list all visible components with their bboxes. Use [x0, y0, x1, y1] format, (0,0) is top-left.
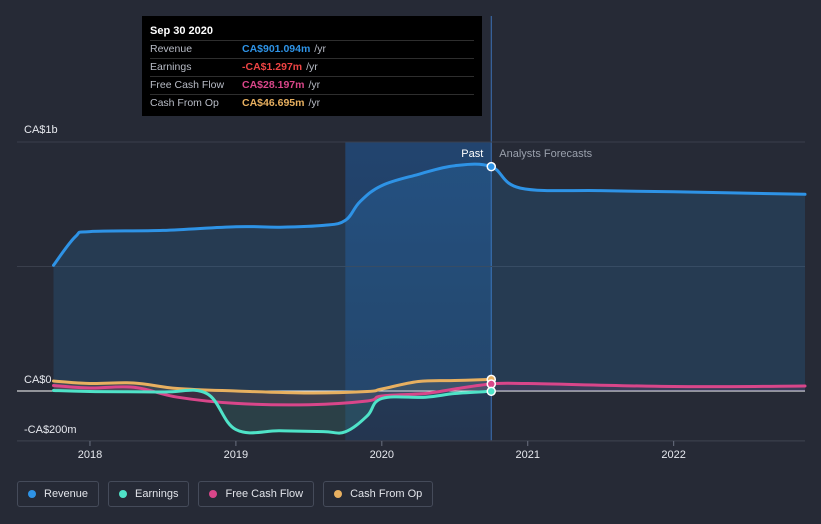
tooltip-label: Earnings [150, 61, 192, 73]
legend-item-free-cash-flow[interactable]: Free Cash Flow [198, 481, 315, 507]
y-tick-label: CA$0 [24, 374, 52, 386]
legend-dot-icon [28, 490, 36, 498]
tooltip: Sep 30 2020 Revenue CA$901.094m /yr Earn… [142, 16, 482, 116]
tooltip-value: CA$28.197m [242, 79, 305, 91]
tooltip-value: -CA$1.297m [242, 61, 303, 73]
y-tick-label: CA$1b [24, 124, 58, 136]
forecast-label: Analysts Forecasts [499, 148, 592, 160]
revenue-line [52, 162, 807, 267]
past-label: Past [461, 148, 483, 160]
legend-dot-icon [209, 490, 218, 498]
legend-label: Earnings [135, 488, 179, 500]
earnings-area [53, 390, 492, 434]
legend-label: Cash From Op [350, 488, 423, 500]
legend-label: Free Cash Flow [225, 488, 304, 500]
y-tick-label: -CA$200m [24, 424, 77, 436]
tooltip-row-cash-from-op: Cash From Op CA$46.695m /yr [150, 94, 474, 112]
tooltip-row-revenue: Revenue CA$901.094m /yr [150, 40, 474, 58]
legend-dot-icon [334, 490, 343, 498]
earnings-marker [486, 386, 497, 397]
legend-item-revenue[interactable]: Revenue [17, 481, 100, 507]
legend-item-earnings[interactable]: Earnings [108, 481, 190, 507]
tooltip-unit: /yr [308, 97, 321, 109]
revenue-marker [486, 161, 497, 172]
tooltip-unit: /yr [314, 43, 326, 55]
revenue-area [53, 164, 805, 391]
tooltip-row-free-cash-flow: Free Cash Flow CA$28.197m /yr [150, 76, 474, 94]
legend-dot-icon [119, 490, 128, 498]
x-tick-label: 2018 [78, 449, 102, 461]
tooltip-label: Revenue [150, 43, 193, 55]
tooltip-label: Cash From Op [150, 97, 219, 109]
x-tick-label: 2022 [661, 449, 685, 461]
free-cash-flow-line [52, 381, 807, 407]
cash-from-op-line [52, 377, 493, 395]
earnings-line [52, 388, 493, 435]
tooltip-value: CA$46.695m [242, 97, 305, 109]
legend-label: Revenue [44, 488, 89, 500]
x-tick-label: 2019 [224, 449, 248, 461]
tooltip-value: CA$901.094m [242, 43, 311, 55]
tooltip-row-earnings: Earnings -CA$1.297m /yr [150, 58, 474, 76]
legend-item-cash-from-op[interactable]: Cash From Op [323, 481, 434, 507]
free-cash-flow-area [53, 383, 805, 405]
tooltip-unit: /yr [306, 61, 318, 73]
tooltip-date: Sep 30 2020 [150, 25, 213, 37]
tooltip-label: Free Cash Flow [150, 79, 225, 91]
x-tick-label: 2020 [370, 449, 394, 461]
tooltip-unit: /yr [308, 79, 321, 91]
x-tick-label: 2021 [515, 449, 539, 461]
legend: Revenue Earnings Free Cash Flow Cash Fro… [17, 481, 434, 507]
